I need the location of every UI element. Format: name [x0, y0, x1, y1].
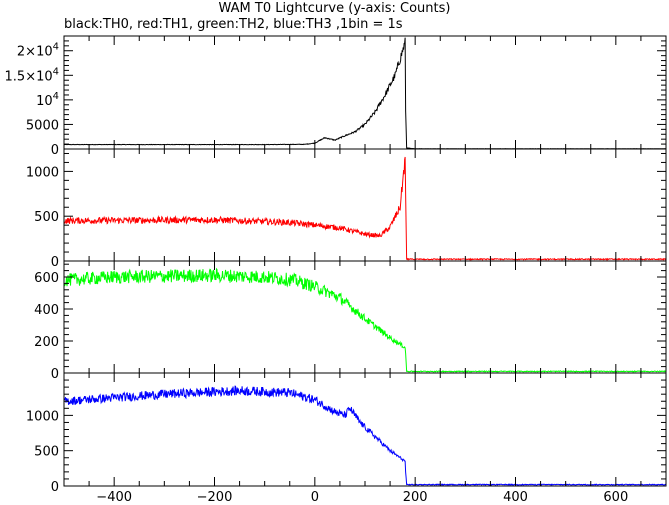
- x-tick-label: 600: [603, 490, 628, 505]
- y-tick-label: 0: [51, 143, 59, 158]
- y-tick-label: 0: [51, 367, 59, 382]
- y-tick-label: 1000: [26, 409, 59, 424]
- y-tick-label: 400: [34, 303, 59, 318]
- panel-frame-th3: [63, 372, 667, 487]
- series-line-th0: [63, 37, 667, 150]
- x-tick-label: 0: [311, 490, 319, 505]
- x-tick-label: −200: [197, 490, 233, 505]
- y-tick-label: 1.5×104: [5, 66, 59, 84]
- y-tick-label: 500: [34, 445, 59, 460]
- panel-frame-th1: [63, 148, 667, 262]
- y-tick-label: 500: [34, 210, 59, 225]
- series-line-th2: [63, 267, 667, 373]
- chart-title: WAM T0 Lightcurve (y-axis: Counts): [218, 1, 451, 16]
- series-line-th1: [63, 156, 667, 261]
- y-tick-label: 200: [34, 335, 59, 350]
- y-tick-label: 104: [36, 91, 59, 109]
- panel-frame-th0: [63, 35, 667, 150]
- y-tick-label: 1000: [26, 165, 59, 180]
- y-tick-label: 5000: [26, 118, 59, 133]
- tick-labels-layer: 050001041.5×1042×10405001000020040060005…: [5, 42, 629, 505]
- y-tick-label: 0: [51, 255, 59, 270]
- ticks-layer: [63, 35, 667, 487]
- chart-subtitle: black:TH0, red:TH1, green:TH2, blue:TH3 …: [64, 17, 403, 32]
- y-tick-label: 2×104: [17, 42, 59, 60]
- x-tick-label: −400: [96, 490, 132, 505]
- x-tick-label: 400: [503, 490, 528, 505]
- x-tick-label: 200: [403, 490, 428, 505]
- y-tick-label: 600: [34, 271, 59, 286]
- y-tick-label: 0: [51, 480, 59, 495]
- series-line-th3: [63, 385, 667, 486]
